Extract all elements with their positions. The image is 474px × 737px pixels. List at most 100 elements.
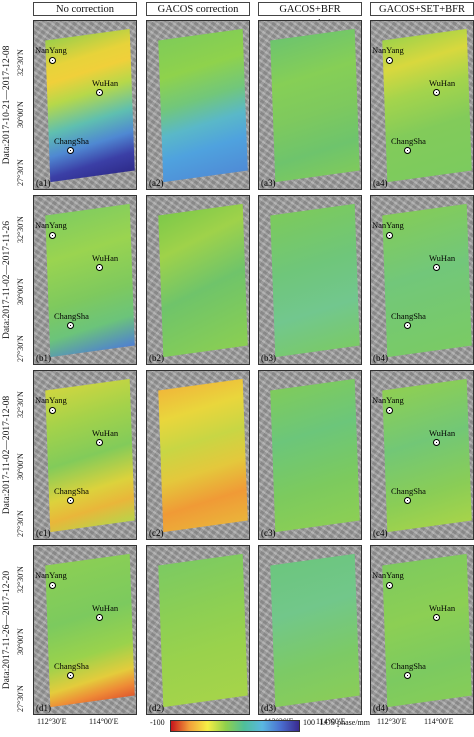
map-panel-b2: (b2)	[146, 195, 250, 365]
map-panel-d2: (d2)	[146, 545, 250, 715]
city-label: ChangSha	[391, 311, 426, 321]
los-phase-strip	[158, 28, 248, 183]
city-label: NanYang	[35, 45, 67, 55]
city-label: WuHan	[92, 603, 119, 613]
city-marker-icon	[404, 672, 411, 679]
colorbar-min-label: -100	[150, 718, 165, 727]
lat-tick: 30°00′N	[16, 278, 25, 305]
row-label-b: Data:2017-11-02—2017-11-26	[2, 220, 12, 340]
column-header-gacos-bfr: GACOS+BFR correction	[258, 2, 362, 29]
city-marker-icon	[96, 264, 103, 271]
map-panel-c3: (c3)	[258, 370, 362, 540]
city-marker-icon	[49, 232, 56, 239]
lat-tick: 27°30′N	[16, 159, 25, 186]
lat-tick: 32°30′N	[16, 566, 25, 593]
city-label: NanYang	[35, 395, 67, 405]
panel-label: (d4)	[373, 703, 388, 713]
city-label: ChangSha	[54, 311, 89, 321]
city-marker-icon	[404, 322, 411, 329]
map-panel-a4: NanYang WuHan ChangSha (a4)	[370, 20, 474, 190]
city-marker-icon	[67, 147, 74, 154]
lon-tick: 112°30′E	[37, 717, 67, 726]
city-label: ChangSha	[54, 661, 89, 671]
panel-label: (c4)	[373, 528, 388, 538]
city-label: ChangSha	[54, 136, 89, 146]
city-label: ChangSha	[391, 661, 426, 671]
panel-label: (b4)	[373, 353, 388, 363]
panel-label: (a1)	[36, 178, 51, 188]
city-label: NanYang	[372, 45, 404, 55]
lat-tick: 27°30′N	[16, 335, 25, 362]
city-marker-icon	[386, 582, 393, 589]
los-phase-strip	[270, 28, 360, 183]
city-label: NanYang	[35, 570, 67, 580]
row-label-a: Data:2017-10-21—2017-12-08	[2, 45, 12, 165]
city-label: NanYang	[372, 220, 404, 230]
city-marker-icon	[433, 439, 440, 446]
city-label: ChangSha	[54, 486, 89, 496]
city-marker-icon	[49, 57, 56, 64]
map-panel-b3: (b3)	[258, 195, 362, 365]
city-marker-icon	[433, 89, 440, 96]
city-marker-icon	[96, 89, 103, 96]
lat-tick: 30°00′N	[16, 628, 25, 655]
map-panel-a1: NanYang WuHan ChangSha (a1)	[33, 20, 137, 190]
city-marker-icon	[96, 614, 103, 621]
column-header-gacos-set-bfr: GACOS+SET+BFR	[370, 2, 474, 16]
panel-label: (a3)	[261, 178, 276, 188]
colorbar-unit-label: LOS phase/mm	[320, 718, 370, 727]
map-panel-a2: (a2)	[146, 20, 250, 190]
city-marker-icon	[386, 407, 393, 414]
map-panel-d3: (d3)	[258, 545, 362, 715]
city-marker-icon	[96, 439, 103, 446]
los-phase-strip	[158, 203, 248, 358]
city-label: WuHan	[429, 78, 456, 88]
los-phase-strip	[270, 553, 360, 708]
map-panel-c2: (c2)	[146, 370, 250, 540]
map-panel-c1: NanYang WuHan ChangSha (c1)	[33, 370, 137, 540]
los-phase-strip	[270, 378, 360, 533]
city-marker-icon	[386, 232, 393, 239]
city-label: WuHan	[92, 78, 119, 88]
city-marker-icon	[404, 497, 411, 504]
lat-tick: 27°30′N	[16, 685, 25, 712]
lat-tick: 27°30′N	[16, 510, 25, 537]
lat-tick: 32°30′N	[16, 391, 25, 418]
panel-label: (b1)	[36, 353, 51, 363]
panel-label: (d3)	[261, 703, 276, 713]
city-marker-icon	[386, 57, 393, 64]
city-marker-icon	[67, 672, 74, 679]
column-header-gacos: GACOS correction	[146, 2, 250, 16]
lat-tick: 30°00′N	[16, 101, 25, 128]
panel-label: (b2)	[149, 353, 164, 363]
panel-label: (b3)	[261, 353, 276, 363]
map-panel-b1: NanYang WuHan ChangSha (b1)	[33, 195, 137, 365]
map-panel-d1: NanYang WuHan ChangSha (d1)	[33, 545, 137, 715]
panel-label: (c3)	[261, 528, 276, 538]
row-label-d: Data:2017-11-26—2017-12-20	[2, 570, 12, 690]
map-panel-d4: NanYang WuHan ChangSha (d4)	[370, 545, 474, 715]
city-marker-icon	[433, 614, 440, 621]
lat-tick: 30°00′N	[16, 453, 25, 480]
panel-label: (a2)	[149, 178, 164, 188]
panel-label: (c2)	[149, 528, 164, 538]
map-panel-a3: (a3)	[258, 20, 362, 190]
panel-label: (d2)	[149, 703, 164, 713]
los-phase-strip	[158, 553, 248, 708]
city-label: ChangSha	[391, 136, 426, 146]
city-label: NanYang	[35, 220, 67, 230]
city-label: WuHan	[92, 253, 119, 263]
los-phase-strip	[158, 378, 248, 533]
city-marker-icon	[67, 497, 74, 504]
los-phase-strip	[270, 203, 360, 358]
lon-tick: 112°30′E	[377, 717, 407, 726]
city-label: NanYang	[372, 395, 404, 405]
lat-tick: 32°30′N	[16, 216, 25, 243]
city-label: WuHan	[429, 603, 456, 613]
city-label: WuHan	[429, 428, 456, 438]
city-marker-icon	[433, 264, 440, 271]
column-header-no-correction: No correction	[33, 2, 137, 16]
colorbar-max-label: 100	[303, 718, 315, 727]
lon-tick: 114°00′E	[316, 717, 346, 726]
panel-label: (a4)	[373, 178, 388, 188]
